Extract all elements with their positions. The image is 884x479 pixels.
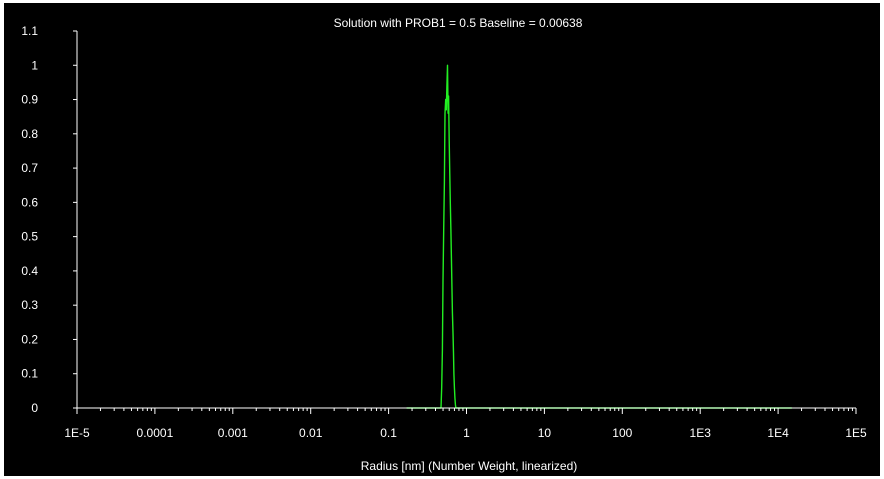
- y-tick-label: 0.1: [21, 367, 38, 381]
- y-tick-label: 0.8: [21, 127, 38, 141]
- plot-area: [406, 64, 792, 409]
- x-tick-label: 1E5: [845, 426, 867, 440]
- y-tick-label: 1.1: [21, 24, 38, 38]
- x-tick-label: 0.01: [299, 426, 323, 440]
- distribution-series-line: [406, 64, 792, 409]
- x-tick-label: 1: [463, 426, 470, 440]
- y-tick-label: 0.4: [21, 264, 38, 278]
- x-tick-label: 1E-5: [64, 426, 90, 440]
- chart-panel: Solution with PROB1 = 0.5 Baseline = 0.0…: [4, 3, 880, 476]
- axes: [73, 30, 857, 414]
- chart-title: Solution with PROB1 = 0.5 Baseline = 0.0…: [334, 16, 583, 30]
- x-tick-label: 0.1: [380, 426, 397, 440]
- x-axis-title: Radius [nm] (Number Weight, linearized): [361, 459, 578, 473]
- x-tick-label: 1E4: [767, 426, 789, 440]
- x-tick-label: 0.001: [218, 426, 248, 440]
- tick-labels: 0 0.1 0.2 0.3 0.4 0.5 0.6 0.7 0.8 0.9 1 1.1 1E-5 0.00…: [21, 24, 867, 440]
- x-tick-label: 10: [538, 426, 552, 440]
- y-tick-label: 0.7: [21, 161, 38, 175]
- x-tick-label: 1E3: [690, 426, 712, 440]
- x-tick-label: 0.0001: [137, 426, 174, 440]
- y-tick-label: 0.2: [21, 332, 38, 346]
- x-tick-label: 100: [612, 426, 632, 440]
- radius-distribution-chart: Solution with PROB1 = 0.5 Baseline = 0.0…: [21, 16, 867, 473]
- y-tick-label: 0.3: [21, 298, 38, 312]
- y-tick-label: 1: [31, 58, 38, 72]
- y-tick-label: 0.5: [21, 230, 38, 244]
- y-tick-label: 0: [31, 401, 38, 415]
- y-tick-label: 0.9: [21, 93, 38, 107]
- y-tick-label: 0.6: [21, 195, 38, 209]
